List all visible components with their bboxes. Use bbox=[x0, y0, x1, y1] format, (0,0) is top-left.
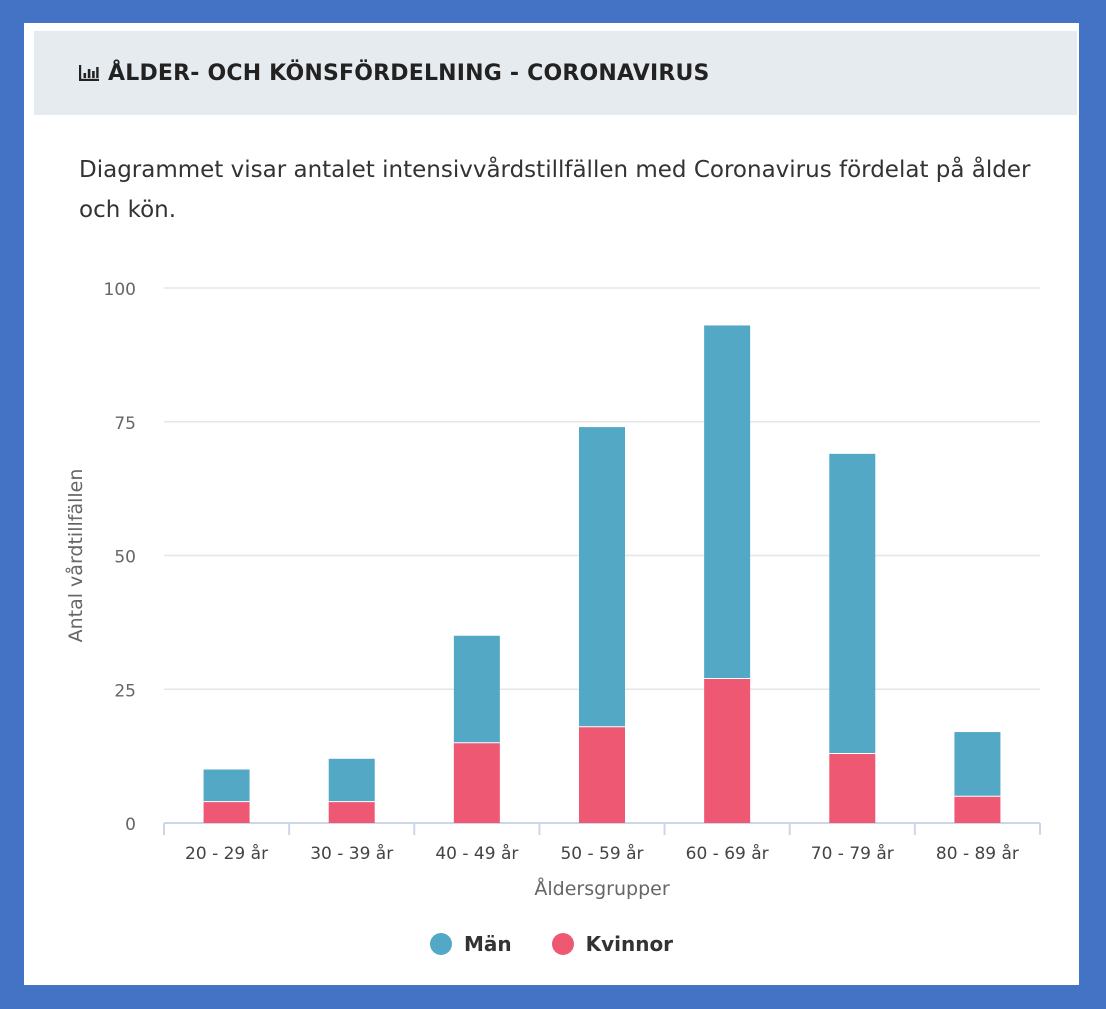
x-tick-label: 80 - 89 år bbox=[936, 843, 1019, 864]
chart-panel: ÅLDER- OCH KÖNSFÖRDELNING - CORONAVIRUS … bbox=[24, 23, 1079, 985]
bar-kvinnor bbox=[579, 726, 625, 823]
panel-title: ÅLDER- OCH KÖNSFÖRDELNING - CORONAVIRUS bbox=[108, 60, 710, 86]
y-tick-label: 75 bbox=[114, 414, 136, 434]
bar-man bbox=[829, 453, 876, 754]
bar-man bbox=[579, 427, 625, 727]
y-tick-label: 25 bbox=[114, 681, 136, 701]
x-tick-label: 40 - 49 år bbox=[435, 843, 518, 864]
bar-kvinnor bbox=[453, 742, 500, 823]
x-tick-label: 20 - 29 år bbox=[185, 843, 268, 864]
legend-marker-man bbox=[429, 933, 452, 955]
stacked-bar-chart: 0 25 50 75 100 20 - 29 år 30 - 39 år 40 - 49 år… bbox=[64, 280, 1041, 900]
x-tick-label: 60 - 69 år bbox=[686, 843, 769, 864]
panel-header: ÅLDER- OCH KÖNSFÖRDELNING - CORONAVIRUS bbox=[34, 31, 1077, 115]
legend-label-man: Män bbox=[463, 932, 512, 956]
chart-legend: Män Kvinnor bbox=[24, 932, 1079, 956]
bar-kvinnor bbox=[704, 678, 751, 823]
legend-item-kvinnor[interactable]: Kvinnor bbox=[551, 932, 674, 956]
bar-man bbox=[203, 769, 250, 802]
legend-item-man[interactable]: Män bbox=[429, 932, 512, 956]
y-axis-title: Antal vårdtillfällen bbox=[64, 469, 87, 643]
bar-chart-icon bbox=[79, 65, 99, 81]
bar-man bbox=[453, 635, 500, 743]
bar-kvinnor bbox=[328, 801, 375, 823]
bar-kvinnor bbox=[954, 796, 1001, 823]
legend-marker-kvinnor bbox=[551, 933, 574, 955]
chart-description: Diagrammet visar antalet intensivvårdsti… bbox=[79, 157, 1031, 223]
y-tick-label: 50 bbox=[114, 548, 136, 568]
x-tick-label: 70 - 79 år bbox=[811, 843, 894, 864]
bar-kvinnor bbox=[829, 753, 876, 823]
bar-man bbox=[954, 732, 1001, 797]
y-tick-label: 0 bbox=[125, 815, 136, 835]
x-tick-label: 30 - 39 år bbox=[310, 843, 393, 864]
bar-man bbox=[328, 758, 375, 802]
bar-man bbox=[704, 325, 751, 679]
x-axis-title: Åldersgrupper bbox=[534, 877, 669, 900]
x-tick-label: 50 - 59 år bbox=[560, 843, 643, 864]
bar-kvinnor bbox=[203, 801, 250, 823]
y-tick-label: 100 bbox=[104, 280, 136, 300]
legend-label-kvinnor: Kvinnor bbox=[585, 932, 674, 956]
